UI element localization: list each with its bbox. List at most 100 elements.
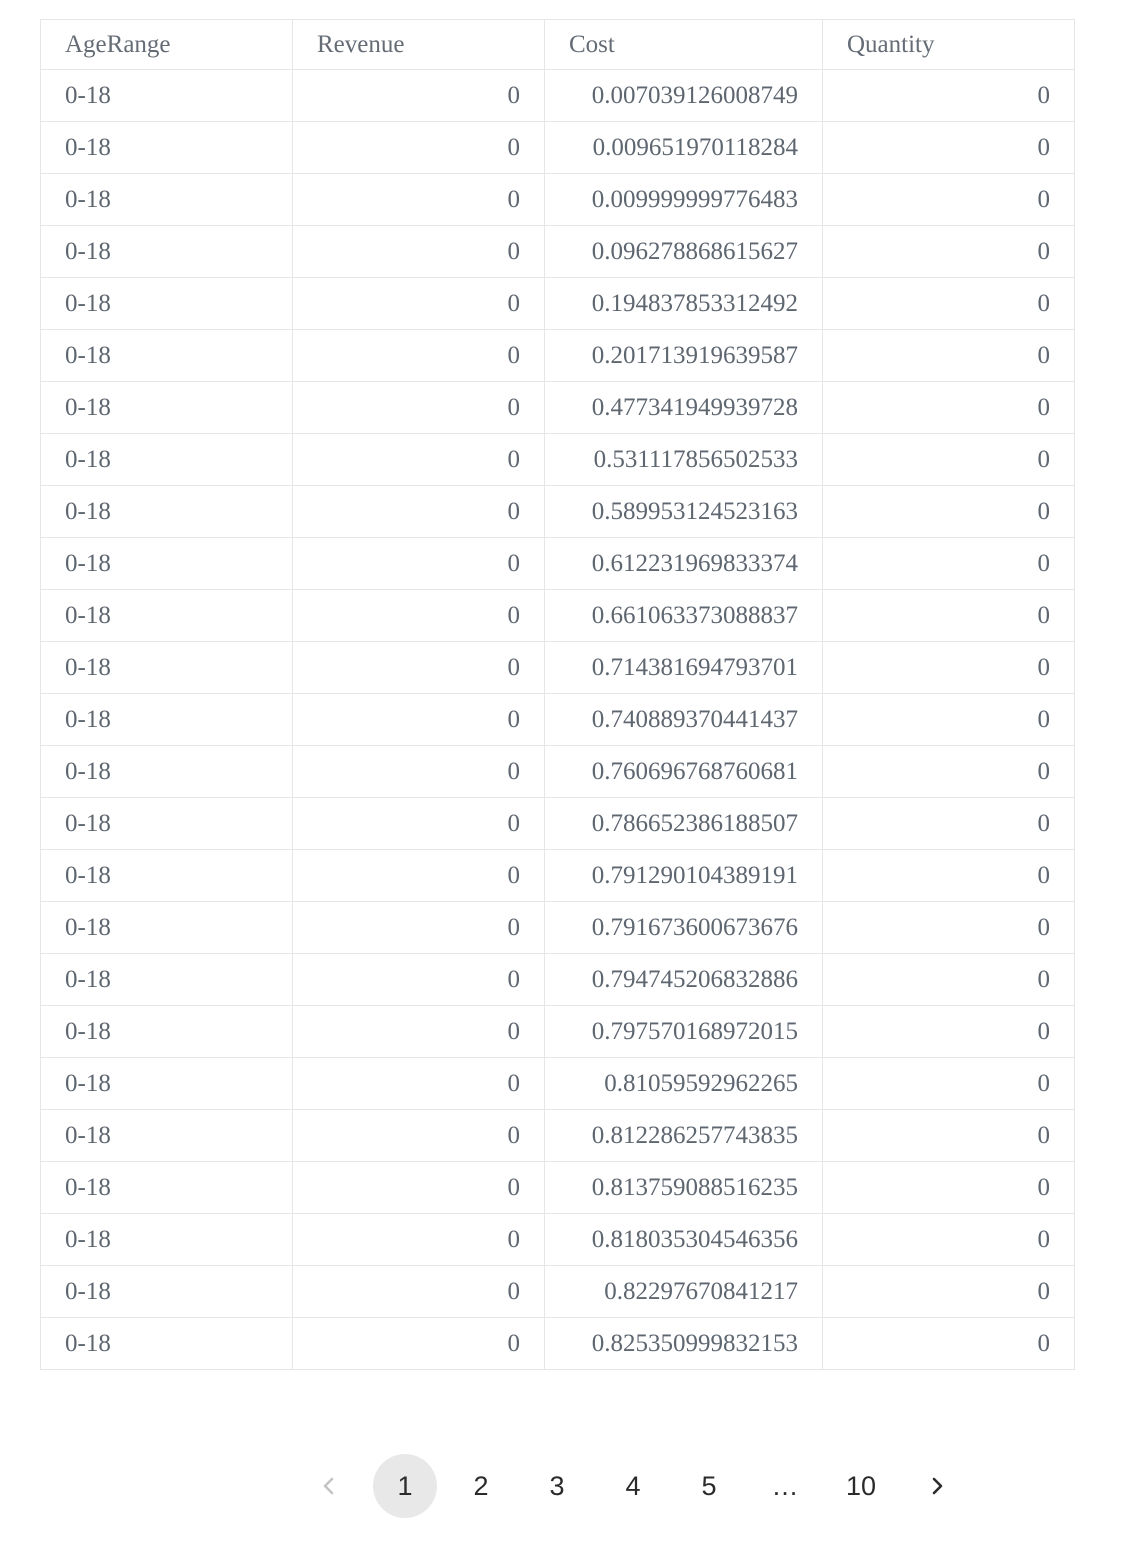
- column-header-quantity[interactable]: Quantity: [822, 19, 1075, 70]
- cell-cost: 0.813759088516235: [544, 1161, 823, 1214]
- cell-agerange: 0-18: [40, 1161, 293, 1214]
- table-row: 0-18 0 0.096278868615627 0: [40, 225, 1075, 278]
- cell-quantity: 0: [822, 277, 1075, 330]
- cell-quantity: 0: [822, 589, 1075, 642]
- cell-agerange: 0-18: [40, 69, 293, 122]
- cell-cost: 0.82297670841217: [544, 1265, 823, 1318]
- cell-revenue: 0: [292, 1213, 545, 1266]
- table-row: 0-18 0 0.812286257743835 0: [40, 1109, 1075, 1162]
- cell-quantity: 0: [822, 745, 1075, 798]
- cell-revenue: 0: [292, 433, 545, 486]
- table-row: 0-18 0 0.194837853312492 0: [40, 277, 1075, 330]
- column-header-revenue[interactable]: Revenue: [292, 19, 545, 70]
- cell-quantity: 0: [822, 641, 1075, 694]
- table-row: 0-18 0 0.740889370441437 0: [40, 693, 1075, 746]
- cell-agerange: 0-18: [40, 901, 293, 954]
- cell-cost: 0.786652386188507: [544, 797, 823, 850]
- cell-revenue: 0: [292, 745, 545, 798]
- cell-quantity: 0: [822, 1265, 1075, 1318]
- cell-revenue: 0: [292, 693, 545, 746]
- page-button-10[interactable]: 10: [845, 1471, 877, 1501]
- cell-cost: 0.825350999832153: [544, 1317, 823, 1370]
- cell-revenue: 0: [292, 173, 545, 226]
- cell-quantity: 0: [822, 1317, 1075, 1370]
- cell-agerange: 0-18: [40, 381, 293, 434]
- cell-revenue: 0: [292, 1265, 545, 1318]
- page-button-1[interactable]: 1: [373, 1454, 437, 1518]
- cell-agerange: 0-18: [40, 1109, 293, 1162]
- cell-revenue: 0: [292, 849, 545, 902]
- table-row: 0-18 0 0.794745206832886 0: [40, 953, 1075, 1006]
- table-row: 0-18 0 0.825350999832153 0: [40, 1317, 1075, 1370]
- prev-page-button[interactable]: [297, 1454, 361, 1518]
- table-row: 0-18 0 0.813759088516235 0: [40, 1161, 1075, 1214]
- cell-quantity: 0: [822, 1005, 1075, 1058]
- cell-quantity: 0: [822, 797, 1075, 850]
- cell-revenue: 0: [292, 1317, 545, 1370]
- cell-revenue: 0: [292, 641, 545, 694]
- table-body: 0-18 0 0.007039126008749 0 0-18 0 0.0096519701…: [40, 69, 1075, 1370]
- cell-revenue: 0: [292, 797, 545, 850]
- cell-cost: 0.794745206832886: [544, 953, 823, 1006]
- cell-quantity: 0: [822, 433, 1075, 486]
- page-button-3[interactable]: 3: [549, 1471, 565, 1501]
- cell-revenue: 0: [292, 1161, 545, 1214]
- cell-quantity: 0: [822, 1213, 1075, 1266]
- cell-revenue: 0: [292, 1057, 545, 1110]
- cell-cost: 0.009651970118284: [544, 121, 823, 174]
- cell-cost: 0.009999999776483: [544, 173, 823, 226]
- cell-quantity: 0: [822, 1109, 1075, 1162]
- cell-agerange: 0-18: [40, 797, 293, 850]
- cell-cost: 0.740889370441437: [544, 693, 823, 746]
- cell-revenue: 0: [292, 277, 545, 330]
- page-button-4[interactable]: 4: [625, 1471, 641, 1501]
- cell-revenue: 0: [292, 69, 545, 122]
- cell-agerange: 0-18: [40, 1317, 293, 1370]
- cell-quantity: 0: [822, 1057, 1075, 1110]
- cell-revenue: 0: [292, 901, 545, 954]
- cell-quantity: 0: [822, 693, 1075, 746]
- table-row: 0-18 0 0.760696768760681 0: [40, 745, 1075, 798]
- table-row: 0-18 0 0.714381694793701 0: [40, 641, 1075, 694]
- cell-cost: 0.477341949939728: [544, 381, 823, 434]
- cell-revenue: 0: [292, 1005, 545, 1058]
- table-row: 0-18 0 0.791673600673676 0: [40, 901, 1075, 954]
- column-header-agerange[interactable]: AgeRange: [40, 19, 293, 70]
- page-ellipsis[interactable]: …: [771, 1471, 799, 1501]
- cell-quantity: 0: [822, 121, 1075, 174]
- cell-revenue: 0: [292, 329, 545, 382]
- page-button-5[interactable]: 5: [701, 1471, 717, 1501]
- cell-agerange: 0-18: [40, 329, 293, 382]
- cell-cost: 0.661063373088837: [544, 589, 823, 642]
- cell-cost: 0.714381694793701: [544, 641, 823, 694]
- cell-revenue: 0: [292, 121, 545, 174]
- cell-agerange: 0-18: [40, 849, 293, 902]
- cell-quantity: 0: [822, 485, 1075, 538]
- chevron-left-icon: [323, 1477, 334, 1495]
- cell-cost: 0.812286257743835: [544, 1109, 823, 1162]
- table-header-row: AgeRange Revenue Cost Quantity: [40, 19, 1075, 70]
- chevron-right-icon: [932, 1477, 943, 1495]
- table-row: 0-18 0 0.797570168972015 0: [40, 1005, 1075, 1058]
- table-row: 0-18 0 0.009999999776483 0: [40, 173, 1075, 226]
- table-row: 0-18 0 0.531117856502533 0: [40, 433, 1075, 486]
- cell-revenue: 0: [292, 537, 545, 590]
- cell-agerange: 0-18: [40, 1265, 293, 1318]
- cell-cost: 0.612231969833374: [544, 537, 823, 590]
- cell-quantity: 0: [822, 381, 1075, 434]
- column-header-cost[interactable]: Cost: [544, 19, 823, 70]
- cell-quantity: 0: [822, 953, 1075, 1006]
- next-page-button[interactable]: [905, 1454, 969, 1518]
- cell-quantity: 0: [822, 225, 1075, 278]
- data-table: AgeRange Revenue Cost Quantity 0-18 0 0.00…: [40, 19, 1075, 1370]
- cell-revenue: 0: [292, 589, 545, 642]
- table-row: 0-18 0 0.81059592962265 0: [40, 1057, 1075, 1110]
- cell-agerange: 0-18: [40, 641, 293, 694]
- cell-revenue: 0: [292, 381, 545, 434]
- table-row: 0-18 0 0.589953124523163 0: [40, 485, 1075, 538]
- cell-agerange: 0-18: [40, 433, 293, 486]
- cell-agerange: 0-18: [40, 121, 293, 174]
- cell-agerange: 0-18: [40, 1005, 293, 1058]
- table-row: 0-18 0 0.612231969833374 0: [40, 537, 1075, 590]
- page-button-2[interactable]: 2: [473, 1471, 489, 1501]
